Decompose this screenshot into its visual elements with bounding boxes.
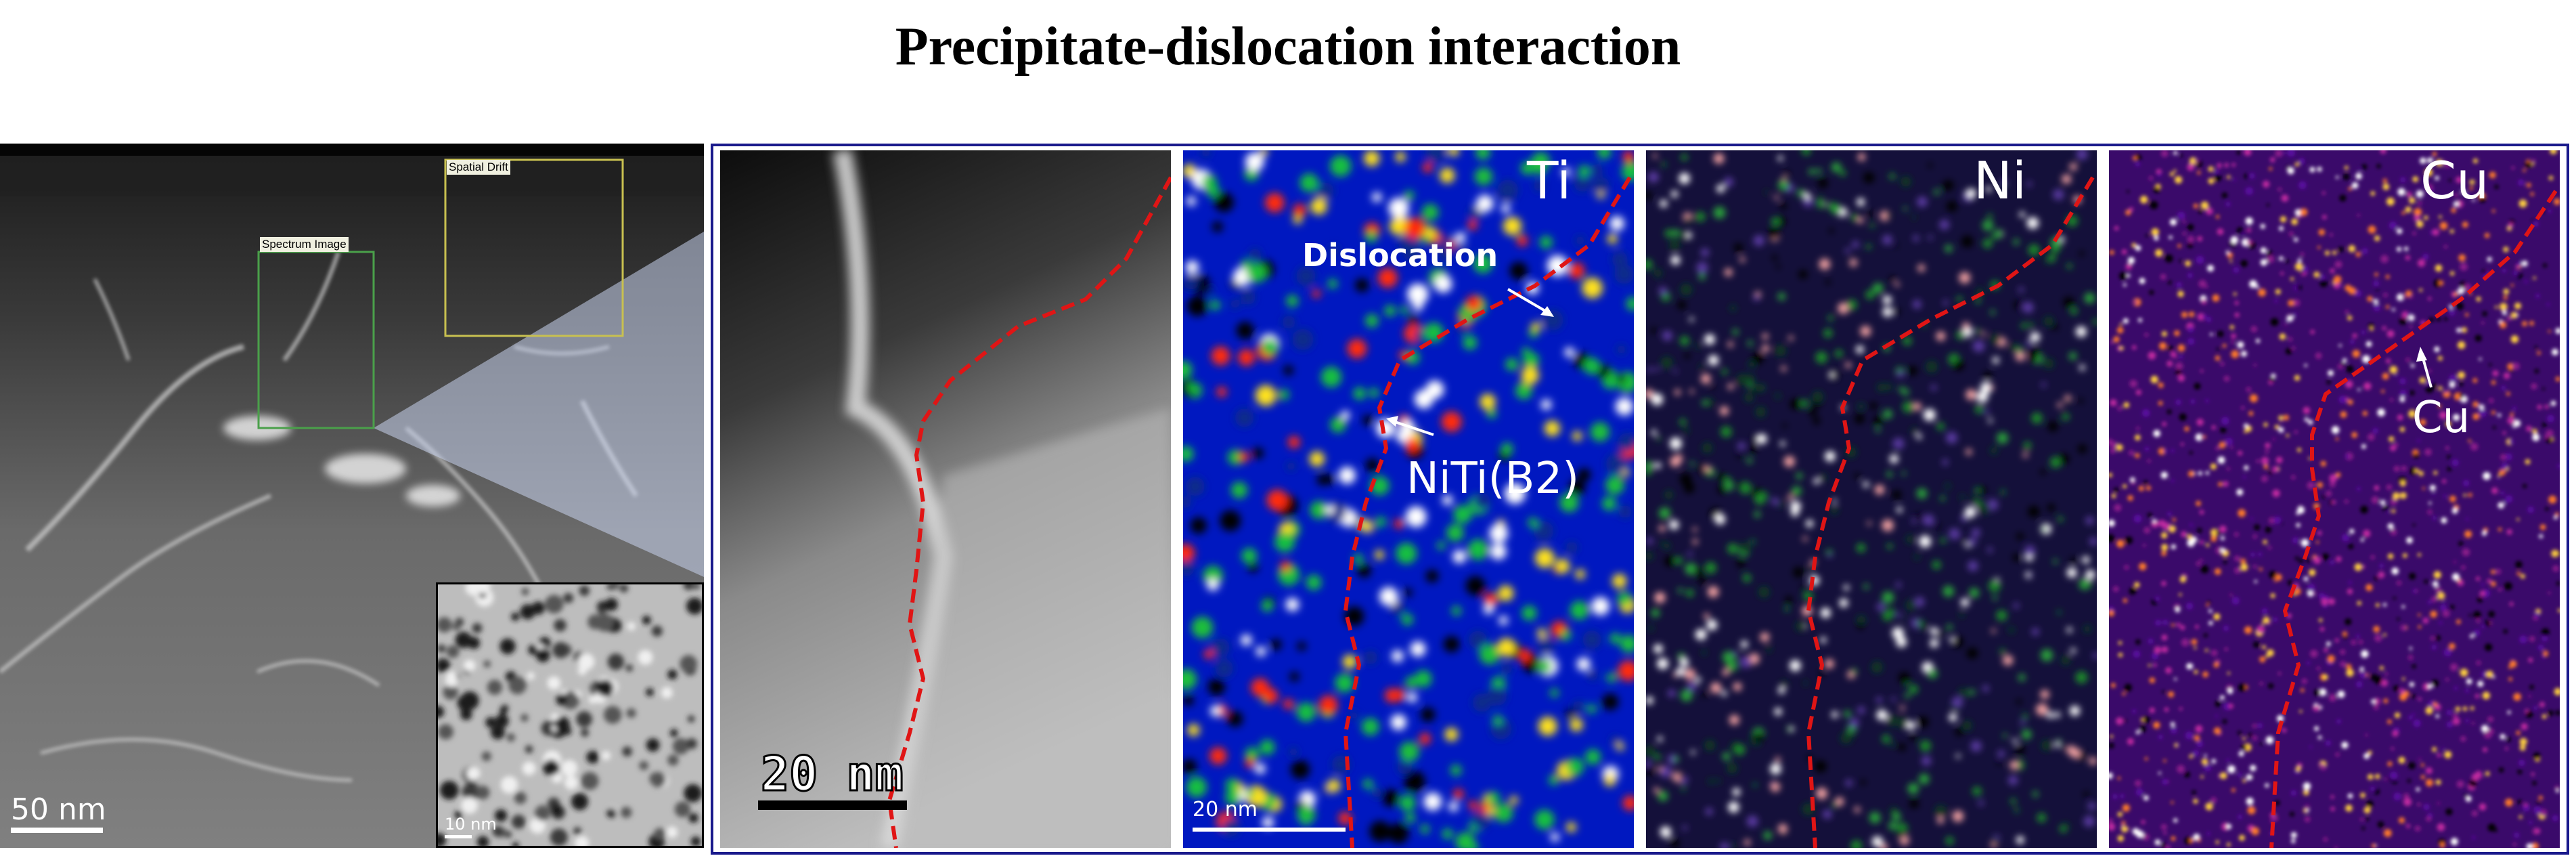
niti-label: NiTi(B2)	[1406, 454, 1580, 504]
ni-map: Ni	[1646, 150, 2097, 848]
overview-image: Spectrum Image Spatial Drift 50 nm 10 nm	[0, 144, 704, 848]
overview-scale-label: 50 nm	[11, 792, 106, 827]
dislocation-label: Dislocation	[1302, 237, 1498, 274]
ti-scale-label: 20 nm	[1193, 798, 1258, 821]
inset-image: 10 nm	[436, 582, 704, 848]
inset-scale-label: 10 nm	[445, 815, 497, 834]
drift-box-label: Spatial Drift	[447, 160, 510, 175]
ti-label: Ti	[1527, 150, 1572, 211]
spectrum-box-label: Spectrum Image	[260, 237, 349, 252]
cu-label: Cu	[2420, 150, 2489, 211]
cu-annotation: Cu	[2412, 393, 2470, 443]
ti-map: Ti Dislocation NiTi(B2) 20 nm	[1183, 150, 1634, 848]
cu-map: Cu Cu	[2109, 150, 2560, 848]
haadf-image: 20 nm	[720, 150, 1171, 848]
figure-title: Precipitate-dislocation interaction	[895, 17, 1681, 77]
ni-label: Ni	[1974, 150, 2026, 211]
eds-frame	[711, 144, 2569, 855]
haadf-scale-label: 20 nm	[760, 746, 905, 803]
